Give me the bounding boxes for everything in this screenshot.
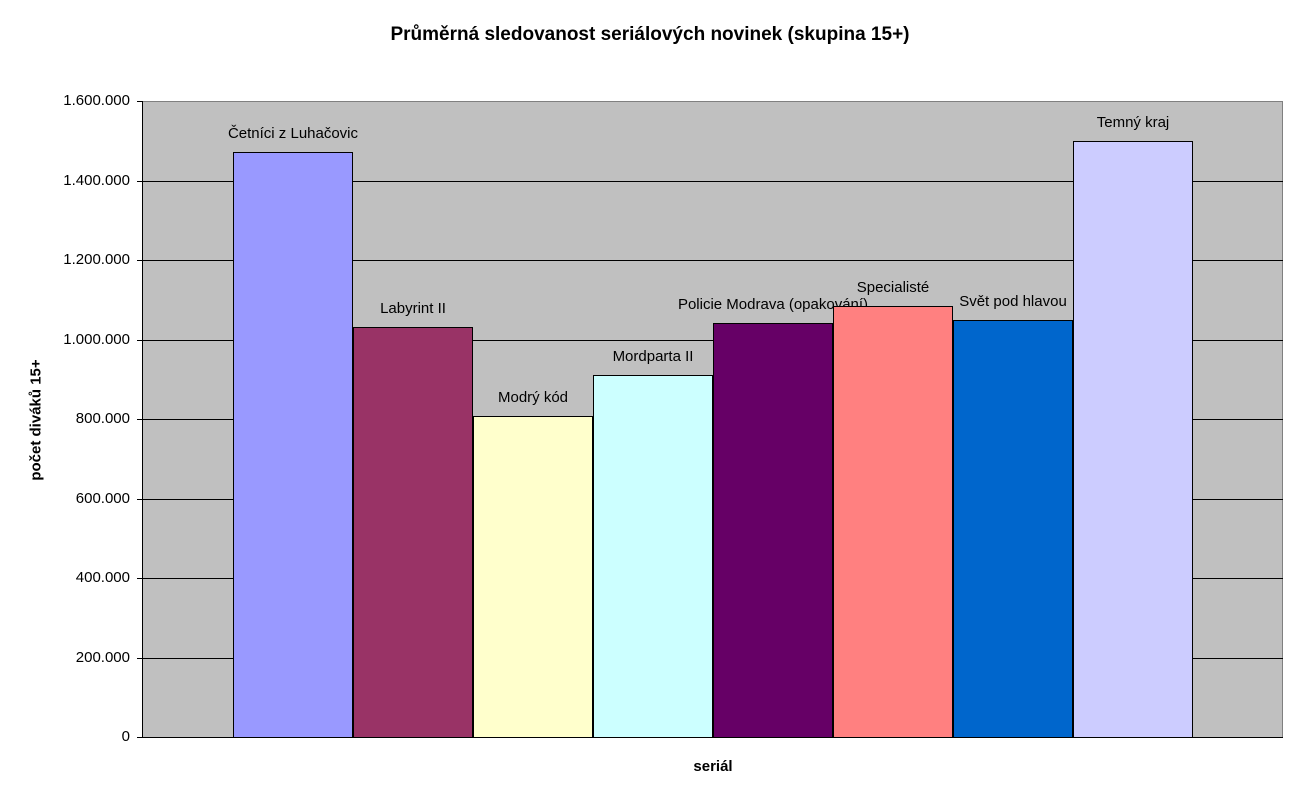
y-tick-mark — [137, 419, 143, 420]
y-tick-label: 0 — [121, 728, 130, 745]
bar-data-label: Policie Modrava (opakování) — [677, 296, 869, 313]
bar — [833, 306, 953, 738]
gridline — [143, 260, 1283, 261]
bar — [953, 320, 1073, 738]
bar — [473, 416, 593, 738]
y-tick-mark — [137, 101, 143, 102]
y-tick-label: 600.000 — [75, 490, 130, 507]
y-tick-label: 1.600.000 — [63, 92, 130, 109]
y-tick-label: 800.000 — [75, 410, 130, 427]
y-tick-mark — [137, 499, 143, 500]
y-tick-mark — [137, 260, 143, 261]
bar-data-label: Svět pod hlavou — [959, 293, 1067, 310]
y-tick-mark — [137, 578, 143, 579]
bar — [593, 375, 713, 738]
y-tick-label: 1.200.000 — [63, 251, 130, 268]
bar — [233, 152, 353, 738]
gridline — [143, 181, 1283, 182]
bar-data-label: Labyrint II — [380, 300, 446, 317]
bar — [353, 327, 473, 738]
bar-data-label: Modrý kód — [497, 389, 569, 406]
y-tick-mark — [137, 658, 143, 659]
x-axis-label: seriál — [693, 758, 733, 775]
bar — [713, 323, 833, 738]
y-tick-label: 1.400.000 — [63, 172, 130, 189]
y-tick-mark — [137, 737, 143, 738]
bar-data-label: Specialisté — [856, 279, 930, 296]
y-tick-label: 1.000.000 — [63, 331, 130, 348]
bar — [1073, 141, 1193, 738]
y-tick-mark — [137, 181, 143, 182]
y-tick-mark — [137, 340, 143, 341]
bar-data-label: Temný kraj — [1096, 114, 1170, 131]
chart-title: Průměrná sledovanost seriálových novinek… — [390, 24, 910, 45]
bar-data-label: Mordparta II — [612, 348, 694, 365]
y-tick-label: 200.000 — [75, 649, 130, 666]
bar-data-label: Četníci z Luhačovic — [227, 125, 359, 142]
y-axis-label: počet diváků 15+ — [27, 359, 45, 481]
x-axis — [137, 737, 1283, 738]
y-tick-label: 400.000 — [75, 569, 130, 586]
